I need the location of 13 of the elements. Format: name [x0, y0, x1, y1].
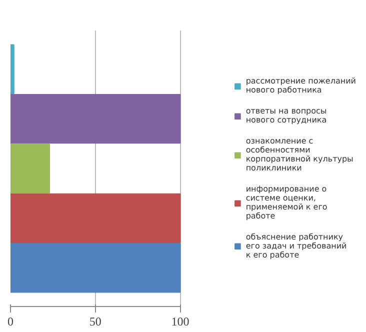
legend-label: ознакомление с особенностями корпоративной культуры поликлиники	[246, 136, 354, 172]
legend-label: объяснение работнику его задач и требований к его работе	[246, 232, 347, 260]
bar	[10, 94, 181, 144]
x-tick-label: 0	[8, 314, 14, 328]
legend-label: рассмотрение пожеланий нового работника	[246, 76, 356, 94]
bar	[10, 144, 50, 194]
legend-label: информирование о системе оценки, применяемой к его работе	[246, 184, 328, 220]
bar	[10, 193, 181, 244]
x-tick-label: 100	[171, 314, 190, 328]
legend-label: ответы на вопросы нового сотрудника	[246, 106, 327, 124]
bar	[10, 243, 181, 293]
bar	[10, 44, 14, 94]
x-tick-label: 50	[89, 314, 102, 328]
